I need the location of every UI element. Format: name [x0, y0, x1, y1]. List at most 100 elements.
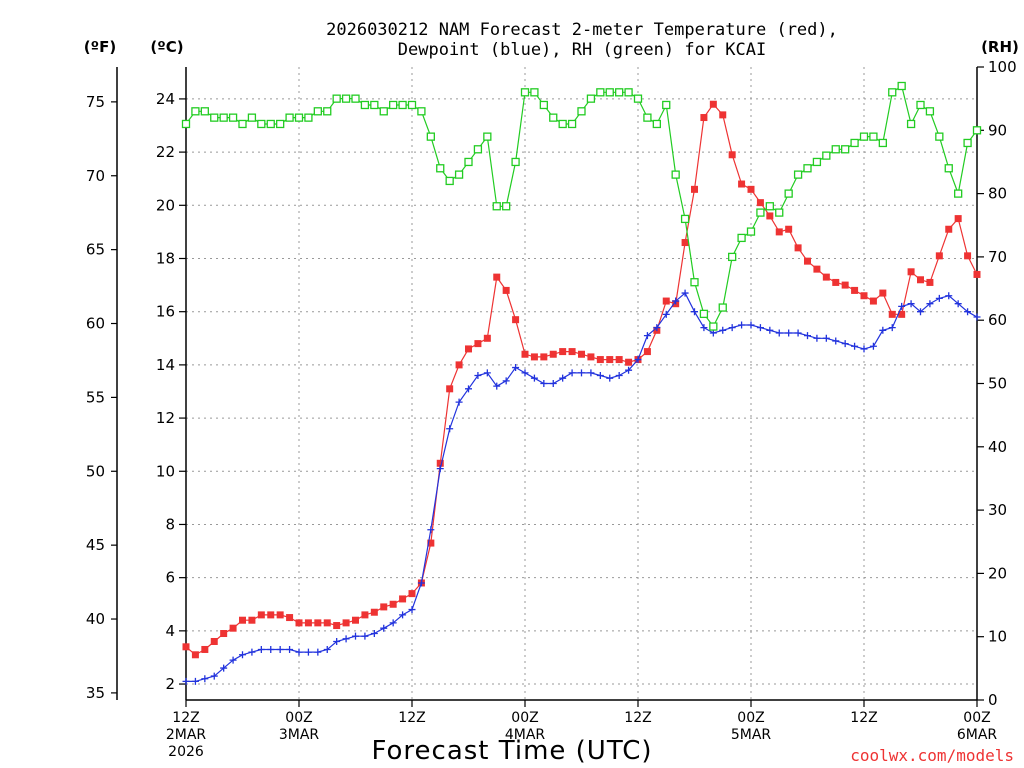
rh-point — [624, 88, 633, 97]
temperature-point — [229, 624, 237, 632]
rh-point — [454, 170, 464, 179]
credit-text: coolwx.com/models — [850, 746, 1014, 765]
temperature-point — [662, 297, 670, 305]
x-tick-label: 3MAR — [279, 727, 320, 743]
rh-point — [247, 113, 257, 122]
dewpoint-point — [587, 369, 595, 377]
temperature-point — [700, 114, 708, 122]
dewpoint-point — [512, 364, 520, 372]
rh-point — [285, 113, 294, 122]
x-tick-label: 12Z — [398, 710, 425, 726]
dewpoint-point — [643, 332, 651, 340]
x-tick-label: 12Z — [850, 710, 877, 726]
rh-point — [728, 252, 737, 262]
dewpoint-point — [869, 342, 877, 350]
temperature-point — [380, 603, 388, 611]
rh-point — [294, 113, 304, 122]
rh-point — [577, 107, 586, 116]
rh-point — [662, 100, 671, 110]
temperature-point — [352, 616, 359, 624]
axes — [116, 67, 978, 701]
temperature-point — [502, 286, 510, 294]
temperature-point — [860, 292, 868, 300]
rh-point — [464, 157, 473, 167]
temperature-point — [248, 616, 256, 624]
rh-point — [859, 132, 869, 141]
dewpoint-point — [465, 385, 472, 393]
rh-point — [436, 164, 445, 173]
dewpoint-point — [257, 645, 265, 653]
temperature-point — [220, 630, 228, 638]
temperature-point — [578, 350, 585, 358]
rh-point — [191, 107, 200, 116]
rh-point — [567, 119, 577, 129]
rh-point — [200, 107, 209, 116]
chart-title: 2026030212 NAM Forecast 2-meter Temperat… — [326, 20, 838, 60]
fahrenheit-tick-label: 55 — [86, 388, 105, 406]
temperature-point — [276, 611, 284, 619]
rh-point — [671, 170, 680, 179]
dewpoint-point — [417, 579, 425, 587]
dewpoint-point — [841, 340, 849, 348]
temperature-point — [427, 539, 435, 547]
dewpoint-point — [182, 677, 190, 685]
fahrenheit-tick-label: 60 — [86, 315, 105, 333]
temperature-point — [907, 268, 915, 276]
rh-point — [850, 138, 859, 148]
rh-point — [539, 100, 548, 110]
dewpoint-point — [832, 337, 840, 345]
rh-tick-label: 100 — [988, 58, 1017, 76]
celsius-tick-label: 18 — [156, 249, 175, 267]
dewpoint-point — [785, 329, 793, 337]
dewpoint-series — [182, 289, 981, 685]
rh-point — [398, 100, 407, 110]
temperature-point — [455, 361, 463, 369]
temperature-point — [493, 273, 501, 281]
gridlines — [186, 67, 977, 700]
dewpoint-point — [304, 648, 312, 656]
rh-point — [389, 100, 398, 110]
rh-point — [775, 208, 784, 217]
rh-point — [737, 233, 746, 243]
dewpoint-point — [314, 648, 322, 656]
dewpoint-point — [822, 334, 830, 342]
rh-point — [633, 94, 643, 103]
dewpoint-point — [766, 326, 774, 334]
temperature-point — [474, 340, 482, 348]
fahrenheit-axis-ticks: 35 40 45 50 55 60 65 70 75 — [86, 93, 117, 702]
dewpoint-point — [248, 648, 256, 656]
rh-point — [511, 157, 520, 167]
dewpoint-point — [926, 300, 934, 308]
dewpoint-point — [389, 619, 397, 627]
dewpoint-point — [935, 294, 943, 302]
x-tick-label: 6MAR — [957, 727, 998, 743]
temperature-point — [625, 358, 633, 366]
dewpoint-point — [860, 345, 868, 353]
chart-title-line-1: 2026030212 NAM Forecast 2-meter Temperat… — [326, 20, 838, 40]
rh-point — [379, 107, 388, 116]
rh-point — [888, 88, 897, 97]
temperature-point — [964, 252, 972, 260]
temperature-point — [559, 348, 567, 356]
temperature-point — [483, 334, 491, 342]
temperature-point — [399, 595, 407, 603]
dewpoint-point — [898, 302, 906, 310]
celsius-tick-label: 12 — [156, 409, 175, 427]
rh-point — [228, 113, 238, 122]
dewpoint-point — [851, 342, 859, 350]
rh-point — [841, 145, 850, 154]
temperature-point — [549, 350, 557, 358]
dewpoint-point — [408, 606, 416, 614]
dewpoint-point — [568, 369, 576, 377]
celsius-unit-label: (ºC) — [150, 38, 183, 56]
dewpoint-point — [323, 645, 331, 653]
dewpoint-point — [493, 382, 501, 390]
temperature-point — [304, 619, 312, 627]
fahrenheit-unit-label: (ºF) — [84, 38, 116, 56]
x-tick-label: 4MAR — [505, 727, 546, 743]
rh-point — [596, 88, 605, 97]
temperature-point — [286, 614, 294, 622]
dewpoint-point — [380, 624, 388, 632]
